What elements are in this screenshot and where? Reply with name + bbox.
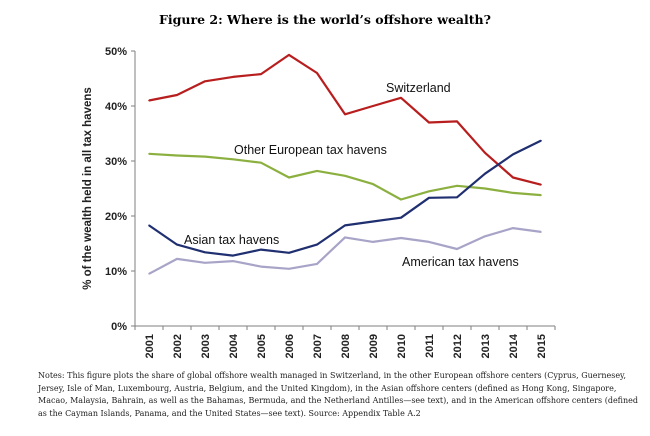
figure-notes: Notes: This figure plots the share of gl…: [38, 371, 639, 418]
data-point: [456, 248, 458, 250]
chart-series-layer: [148, 53, 542, 275]
data-point: [316, 263, 318, 265]
x-tick-label: 2008: [340, 334, 352, 358]
data-point: [316, 243, 318, 246]
x-tick-label: 2013: [480, 334, 492, 358]
data-point: [372, 105, 374, 107]
x-tick-label: 2006: [284, 334, 296, 358]
data-point: [484, 172, 486, 175]
x-tick-label: 2015: [536, 334, 548, 358]
data-point: [512, 192, 514, 194]
series-label: Switzerland: [386, 81, 451, 95]
data-point: [260, 248, 262, 251]
y-tick-label: 20%: [105, 211, 127, 223]
data-point: [540, 183, 542, 186]
x-tick-label: 2002: [172, 334, 184, 358]
y-tick-label: 40%: [105, 101, 127, 113]
data-point: [484, 235, 486, 238]
data-point: [204, 155, 206, 158]
chart-axes: 0% 10% 20% 30% 40% 50% 2001 2002 2003 2004 2005 200…: [82, 46, 556, 358]
x-tick-label: 2010: [396, 334, 408, 358]
data-point: [260, 73, 262, 75]
data-point: [176, 94, 178, 96]
data-point: [540, 194, 542, 196]
data-point: [204, 261, 206, 264]
line-chart: 0% 10% 20% 30% 40% 50% 2001 2002 2003 2004 2005 200…: [82, 46, 556, 358]
y-tick-label: 50%: [105, 46, 127, 58]
series-label: Other European tax havens: [234, 143, 387, 157]
data-point: [484, 151, 486, 154]
data-point: [540, 139, 542, 142]
data-point: [400, 96, 402, 99]
x-tick-label: 2004: [228, 333, 240, 358]
data-point: [372, 183, 374, 185]
data-point: [288, 54, 290, 56]
data-point: [232, 254, 234, 257]
data-point: [512, 153, 514, 156]
data-point: [400, 216, 402, 219]
series-line: [148, 53, 542, 186]
x-tick-label: 2011: [424, 334, 436, 358]
data-point: [540, 231, 542, 233]
data-point: [372, 241, 374, 243]
data-point: [456, 196, 458, 199]
y-axis-title: % of the wealth held in all tax havens: [82, 87, 94, 290]
data-point: [428, 121, 430, 124]
y-tick-label: 30%: [105, 156, 127, 168]
data-point: [456, 184, 458, 187]
x-tick-label: 2003: [200, 334, 212, 358]
data-point: [400, 198, 402, 201]
data-point: [512, 176, 514, 179]
x-tick-label: 2001: [144, 334, 156, 358]
data-point: [204, 251, 206, 254]
chart-series-labels: Switzerland Other European tax havens Asia…: [184, 81, 519, 269]
data-point: [512, 227, 514, 229]
data-point: [372, 220, 374, 223]
data-point: [148, 153, 150, 155]
data-point: [428, 190, 430, 193]
data-point: [260, 265, 262, 268]
data-point: [176, 258, 178, 260]
data-point: [148, 99, 150, 102]
data-point: [316, 72, 318, 74]
x-tick-label: 2005: [256, 334, 268, 358]
series-label: American tax havens: [402, 255, 519, 269]
data-point: [148, 272, 150, 275]
data-point: [428, 197, 430, 199]
x-tick-label: 2007: [312, 334, 324, 358]
data-point: [176, 154, 178, 157]
series-switzerland: [148, 53, 542, 186]
data-point: [316, 170, 318, 172]
data-point: [232, 260, 234, 262]
series-other-european-tax-havens: [148, 152, 542, 201]
series-american-tax-havens: [148, 227, 542, 275]
x-tick-label: 2014: [508, 333, 520, 358]
data-point: [232, 158, 234, 161]
data-point: [344, 113, 346, 116]
x-tick-label: 2009: [368, 334, 380, 358]
data-point: [344, 236, 346, 239]
data-point: [400, 237, 402, 239]
series-label: Asian tax havens: [184, 233, 279, 247]
data-point: [456, 120, 458, 123]
data-point: [344, 224, 346, 227]
data-point: [260, 161, 262, 164]
data-point: [232, 76, 234, 78]
series-asian-tax-havens: [148, 139, 542, 257]
x-tick-label: 2012: [452, 334, 464, 358]
data-point: [176, 243, 178, 246]
data-point: [288, 268, 290, 270]
data-point: [204, 80, 206, 83]
data-point: [344, 175, 346, 177]
y-tick-label: 10%: [105, 266, 127, 278]
data-point: [288, 252, 290, 254]
data-point: [288, 176, 290, 179]
data-point: [428, 241, 430, 243]
data-point: [484, 187, 486, 190]
data-point: [148, 224, 150, 227]
y-tick-label: 0%: [111, 321, 127, 333]
figure-title: Figure 2: Where is the world’s offshore …: [159, 12, 491, 27]
